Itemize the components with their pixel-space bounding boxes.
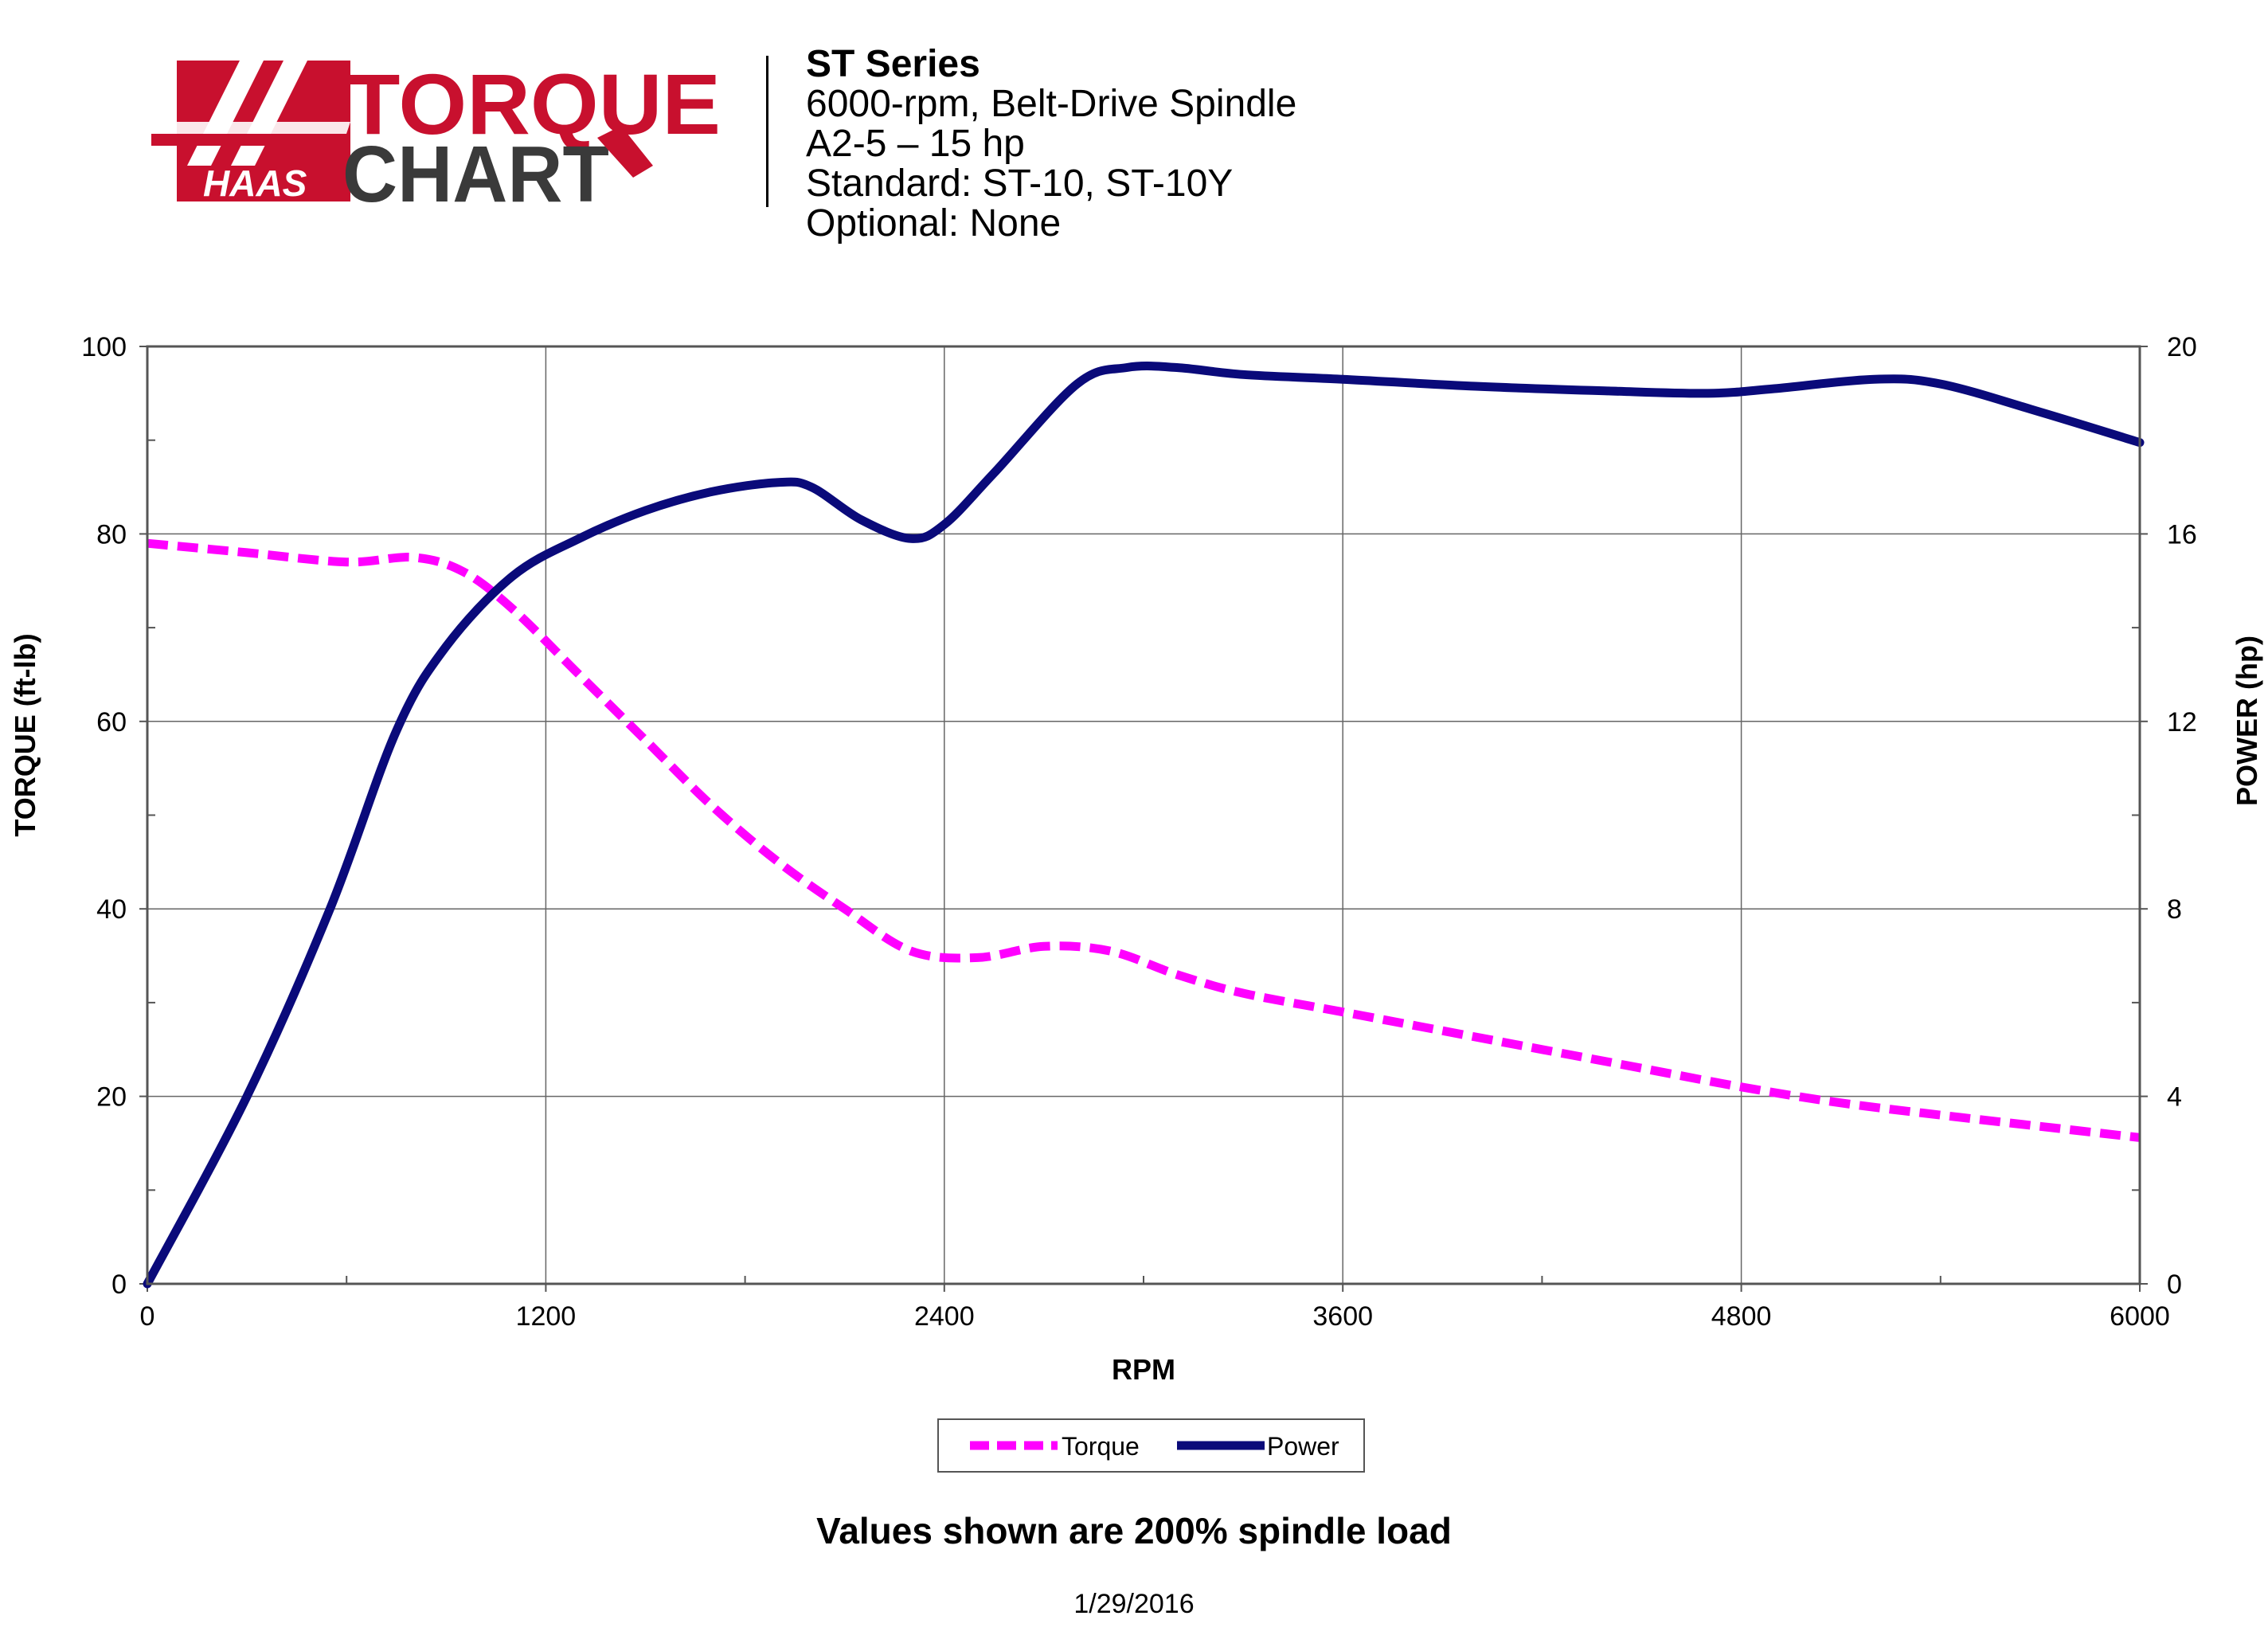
y-axis-label: TORQUE (ft-lb): [9, 633, 41, 836]
y2-tick-label: 4: [2167, 1082, 2182, 1113]
chart-grid: [147, 346, 2141, 1285]
x-tick-label: 1200: [516, 1301, 577, 1332]
header-divider: [766, 56, 768, 207]
x-tick-label: 6000: [2110, 1301, 2170, 1332]
y2-axis-label: POWER (hp): [2231, 636, 2263, 806]
x-tick-label: 0: [140, 1301, 155, 1332]
logo-word-torque: TORQUE: [346, 56, 721, 152]
legend-label-power: Power: [1267, 1432, 1339, 1461]
legend-label-torque: Torque: [1062, 1432, 1140, 1461]
x-axis-label: RPM: [1112, 1353, 1175, 1386]
spindle-rating: A2-5 – 15 hp: [806, 123, 1025, 165]
logo-word-chart: CHART: [342, 130, 609, 213]
spindle-spec: 6000-rpm, Belt-Drive Spindle: [806, 83, 1297, 125]
logo-brand-text: HAAS: [203, 162, 307, 204]
y2-tick-label: 0: [2167, 1269, 2182, 1300]
series-line-power: [143, 362, 2145, 1289]
y2-tick-label: 12: [2167, 707, 2197, 737]
chart-legend: Torque Power: [937, 1418, 1365, 1473]
y-tick-label: 60: [96, 707, 127, 737]
y-tick-label: 0: [111, 1269, 127, 1300]
haas-torque-chart-logo: HAAS TORQUE CHART: [151, 46, 721, 213]
optional-models: Optional: None: [806, 202, 1062, 245]
y2-tick-label: 16: [2167, 519, 2197, 550]
y-tick-label: 40: [96, 894, 127, 925]
logo-bar-red: [151, 134, 346, 146]
logo-q-tail: [597, 126, 653, 178]
series-title: ST Series: [806, 43, 980, 85]
x-tick-label: 3600: [1312, 1301, 1373, 1332]
y-tick-label: 20: [96, 1082, 127, 1113]
plot-frame: [146, 345, 2141, 1285]
chart-ticks: 0 1200 2400 3600 4800 60000204060801000481216…: [81, 332, 2197, 1332]
chart-lines: [143, 362, 2145, 1289]
y2-tick-label: 8: [2167, 894, 2182, 925]
series-line-torque: [147, 538, 2141, 1142]
y-tick-label: 100: [81, 332, 127, 362]
y2-tick-label: 20: [2167, 332, 2197, 362]
chart-header: ST Series 6000-rpm, Belt-Drive Spindle A…: [806, 45, 1296, 244]
y-tick-label: 80: [96, 519, 127, 550]
standard-models: Standard: ST-10, ST-10Y: [806, 162, 1234, 205]
x-tick-label: 2400: [914, 1301, 975, 1332]
spindle-load-note: Values shown are 200% spindle load: [816, 1510, 1452, 1551]
logo-bar: [151, 122, 350, 134]
x-tick-label: 4800: [1711, 1301, 1772, 1332]
chart-date: 1/29/2016: [1073, 1589, 1195, 1619]
